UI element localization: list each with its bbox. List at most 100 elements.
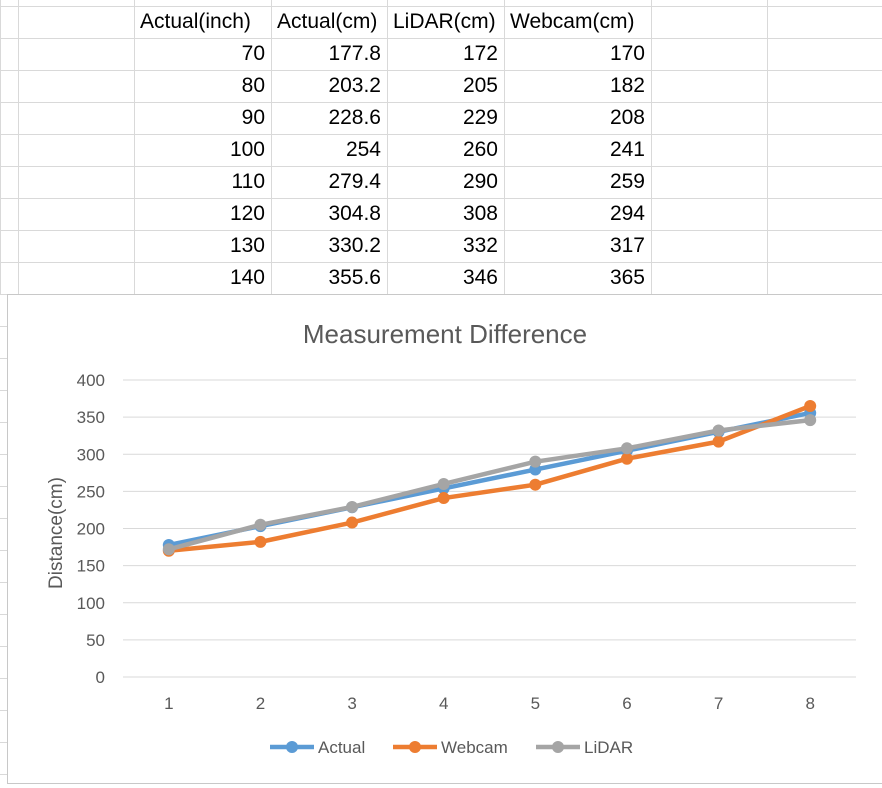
data-point-lidar[interactable] [254, 518, 267, 531]
grid-col-line [134, 0, 135, 294]
grid-row-line [0, 326, 7, 327]
table-cell[interactable]: 332 [462, 234, 498, 257]
table-cell[interactable]: 308 [462, 202, 498, 225]
table-cell[interactable]: 294 [609, 202, 645, 225]
grid-row-line [0, 38, 882, 39]
table-cell[interactable]: 229 [462, 106, 498, 129]
x-tick-label: 2 [256, 694, 265, 713]
table-cell[interactable]: 254 [345, 138, 381, 161]
table-header-cell[interactable]: Webcam(cm) [510, 10, 635, 33]
table-cell[interactable]: 177.8 [328, 42, 381, 65]
grid-row-line [0, 102, 882, 103]
grid-row-line [0, 230, 882, 231]
table-cell[interactable]: 130 [229, 234, 265, 257]
data-point-webcam[interactable] [254, 535, 267, 548]
y-tick-label: 100 [77, 594, 105, 613]
table-cell[interactable]: 110 [231, 170, 265, 193]
grid-col-line [18, 0, 19, 294]
x-tick-label: 4 [439, 694, 448, 713]
legend-label: Actual [318, 738, 365, 757]
legend-item-lidar[interactable]: LiDAR [536, 738, 633, 757]
grid-row-line [0, 774, 7, 775]
x-tick-label: 5 [531, 694, 540, 713]
table-header-cell[interactable]: Actual(cm) [277, 10, 378, 33]
data-point-webcam[interactable] [712, 435, 725, 448]
data-point-webcam[interactable] [437, 492, 450, 505]
table-header-cell[interactable]: Actual(inch) [140, 10, 251, 33]
table-cell[interactable]: 330.2 [328, 234, 381, 257]
grid-col-line [0, 0, 1, 294]
legend[interactable]: Actual Webcam LiDAR [270, 738, 633, 757]
data-point-lidar[interactable] [529, 455, 542, 468]
data-point-lidar[interactable] [620, 442, 633, 455]
grid-row-line [0, 134, 882, 135]
table-cell[interactable]: 170 [609, 42, 645, 65]
grid-col-line [387, 0, 388, 294]
table-cell[interactable]: 355.6 [328, 266, 381, 289]
series-lines [162, 399, 817, 557]
grid-row-line [0, 518, 7, 519]
x-tick-label: 8 [805, 694, 814, 713]
legend-swatch-marker [409, 741, 421, 753]
data-point-webcam[interactable] [529, 478, 542, 491]
table-cell[interactable]: 259 [609, 170, 645, 193]
x-tick-label: 6 [622, 694, 631, 713]
y-tick-label: 50 [86, 631, 105, 650]
table-cell[interactable]: 260 [462, 138, 498, 161]
table-cell[interactable]: 208 [609, 106, 645, 129]
grid-row-line [0, 454, 7, 455]
grid-col-line [651, 0, 652, 294]
grid-row-line [0, 6, 882, 7]
grid-row-line [0, 710, 7, 711]
table-cell[interactable]: 365 [609, 266, 645, 289]
table-cell[interactable]: 279.4 [328, 170, 381, 193]
grid-col-line [767, 0, 768, 294]
series-lidar [162, 414, 817, 556]
table-header-cell[interactable]: LiDAR(cm) [393, 10, 496, 33]
series-line-webcam [166, 403, 813, 554]
x-tick-label: 7 [714, 694, 723, 713]
legend-item-actual[interactable]: Actual [270, 738, 365, 757]
table-cell[interactable]: 172 [462, 42, 498, 65]
data-point-webcam[interactable] [346, 516, 359, 529]
data-point-lidar[interactable] [346, 500, 359, 513]
x-tick-label: 1 [164, 694, 173, 713]
table-cell[interactable]: 317 [609, 234, 645, 257]
table-cell[interactable]: 346 [462, 266, 498, 289]
data-point-webcam[interactable] [620, 452, 633, 465]
table-cell[interactable]: 140 [229, 266, 265, 289]
grid-row-line [0, 166, 882, 167]
legend-item-webcam[interactable]: Webcam [393, 738, 508, 757]
grid-row-line [0, 422, 7, 423]
table-cell[interactable]: 205 [462, 74, 498, 97]
grid-row-line [0, 390, 7, 391]
table-cell[interactable]: 203.2 [328, 74, 381, 97]
data-point-lidar[interactable] [162, 543, 175, 556]
data-point-lidar[interactable] [437, 477, 450, 490]
y-tick-label: 250 [77, 482, 105, 501]
table-cell[interactable]: 90 [241, 106, 265, 129]
legend-swatch-marker [286, 741, 298, 753]
table-cell[interactable]: 290 [462, 170, 498, 193]
table-cell[interactable]: 80 [241, 74, 265, 97]
grid-row-line [0, 614, 7, 615]
data-point-lidar[interactable] [712, 424, 725, 437]
y-tick-label: 400 [77, 371, 105, 390]
table-cell[interactable]: 182 [609, 74, 645, 97]
grid-row-line [0, 742, 7, 743]
chart-container[interactable]: Measurement Difference Distance(cm) 0 50 1… [7, 294, 882, 784]
table-cell[interactable]: 120 [229, 202, 265, 225]
data-point-webcam[interactable] [804, 399, 817, 412]
y-tick-label: 300 [77, 445, 105, 464]
line-chart: Measurement Difference Distance(cm) 0 50 1… [46, 319, 856, 757]
table-cell[interactable]: 70 [241, 42, 265, 65]
table-cell[interactable]: 228.6 [328, 106, 381, 129]
y-tick-label: 200 [77, 520, 105, 539]
grid-row-line [0, 646, 7, 647]
table-cell[interactable]: 304.8 [328, 202, 381, 225]
data-point-lidar[interactable] [804, 414, 817, 427]
table-cell[interactable]: 241 [609, 138, 645, 161]
grid-col-line [504, 0, 505, 294]
table-cell[interactable]: 100 [229, 138, 265, 161]
grid-col-line [271, 0, 272, 294]
